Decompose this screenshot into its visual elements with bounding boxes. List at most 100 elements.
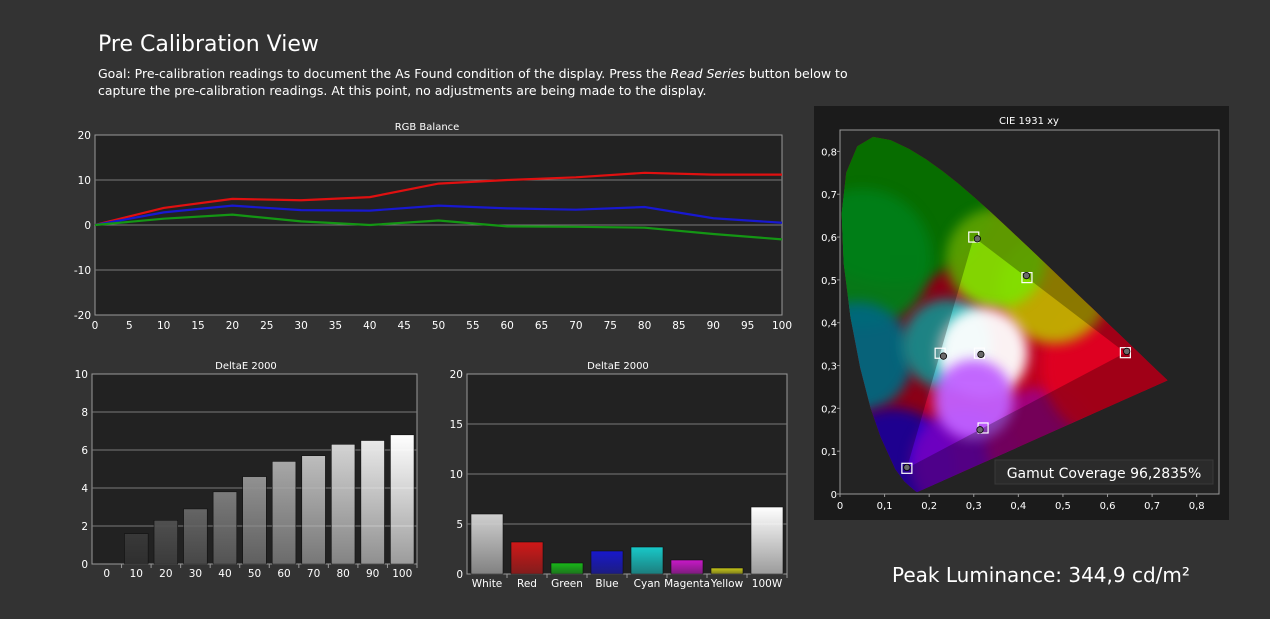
target-marker <box>973 347 986 359</box>
y-tick-label: 0,5 <box>821 276 837 287</box>
bar <box>590 550 624 575</box>
x-tick-label: 75 <box>604 320 617 332</box>
bar <box>750 506 784 575</box>
x-tick-label: 50 <box>248 568 261 580</box>
gamut-coverage-label: Gamut Coverage 96,2835% <box>1007 466 1202 482</box>
x-tick-label: 90 <box>366 568 379 580</box>
bar <box>124 533 149 565</box>
goal-text-emphasis: Read Series <box>670 66 745 81</box>
x-tick-label: 40 <box>363 320 376 332</box>
bar <box>183 508 208 565</box>
x-tick-label: 40 <box>218 568 231 580</box>
x-tick-label: 100W <box>752 578 783 590</box>
x-tick-label: 10 <box>130 568 143 580</box>
chart-title: DeltaE 2000 <box>215 361 277 372</box>
y-tick-label: 0 <box>456 569 463 581</box>
x-tick-label: 20 <box>159 568 172 580</box>
y-tick-label: 0,3 <box>821 362 837 373</box>
y-tick-label: 2 <box>81 521 88 533</box>
x-tick-label: 0 <box>103 568 110 580</box>
y-tick-label: 10 <box>450 469 463 481</box>
x-tick-label: 0,5 <box>1055 501 1071 512</box>
x-tick-label: 80 <box>336 568 349 580</box>
bar <box>630 546 664 575</box>
y-tick-label: -10 <box>74 265 91 277</box>
page-title: Pre Calibration View <box>98 32 319 57</box>
bar <box>301 455 326 565</box>
chart-title: RGB Balance <box>395 122 460 133</box>
y-tick-label: 4 <box>81 483 88 495</box>
x-tick-label: 100 <box>772 320 792 332</box>
bar <box>360 440 385 565</box>
measured-point <box>977 350 985 358</box>
chart-title: DeltaE 2000 <box>587 361 649 372</box>
bar <box>271 461 297 565</box>
measured-point <box>1123 347 1131 355</box>
x-tick-label: 35 <box>329 320 342 332</box>
x-tick-label: 5 <box>126 320 133 332</box>
measured-point <box>1022 272 1030 280</box>
y-tick-label: 10 <box>78 175 91 187</box>
y-tick-label: 5 <box>456 519 463 531</box>
series-line <box>94 171 782 227</box>
x-tick-label: 0 <box>837 501 843 512</box>
x-tick-label: 0,7 <box>1144 501 1160 512</box>
x-tick-label: 85 <box>672 320 685 332</box>
y-tick-label: 0 <box>831 490 837 501</box>
bar <box>670 559 704 575</box>
x-tick-label: 0,3 <box>966 501 982 512</box>
x-tick-label: 60 <box>277 568 290 580</box>
x-tick-label: 10 <box>157 320 170 332</box>
y-tick-label: 0,2 <box>821 404 837 415</box>
series-line <box>94 213 783 241</box>
x-tick-label: 60 <box>501 320 514 332</box>
y-tick-label: 0,6 <box>821 233 837 244</box>
x-tick-label: 70 <box>569 320 582 332</box>
x-tick-label: 50 <box>432 320 445 332</box>
rgb-balance-chart: RGB Balance -20 -10 0 10 20 0 5 10 15 20 25 30 35 40 4… <box>74 122 792 332</box>
bar <box>550 562 584 575</box>
x-tick-label: Blue <box>595 578 618 590</box>
x-tick-label: 0,1 <box>877 501 893 512</box>
x-tick-label: Magenta <box>664 578 710 590</box>
measured-point <box>976 426 984 434</box>
y-tick-label: 0 <box>81 559 88 571</box>
y-tick-label: 8 <box>81 407 88 419</box>
bar <box>331 444 356 565</box>
x-tick-label: 55 <box>466 320 479 332</box>
x-tick-label: 100 <box>392 568 412 580</box>
x-tick-label: 30 <box>294 320 307 332</box>
x-tick-label: Red <box>517 578 537 590</box>
y-tick-label: -20 <box>74 310 91 322</box>
x-tick-label: 0,8 <box>1189 501 1205 512</box>
goal-text-suffix: button below to capture the pre-calibrat… <box>98 66 848 98</box>
x-tick-label: 0 <box>92 320 99 332</box>
x-tick-label: 80 <box>638 320 651 332</box>
x-tick-label: 20 <box>226 320 239 332</box>
x-tick-label: 90 <box>707 320 720 332</box>
target-marker <box>901 462 913 474</box>
goal-text-prefix: Goal: Pre-calibration readings to docume… <box>98 66 671 81</box>
y-tick-label: 0,1 <box>821 447 837 458</box>
x-tick-label: 15 <box>191 320 204 332</box>
y-tick-label: 10 <box>75 369 88 381</box>
bar <box>212 491 238 565</box>
measured-point <box>903 463 911 472</box>
y-tick-label: 15 <box>450 419 463 431</box>
target-marker <box>1119 347 1131 359</box>
x-tick-label: 0,4 <box>1010 501 1026 512</box>
x-tick-label: 70 <box>307 568 320 580</box>
y-tick-label: 0,8 <box>821 147 837 158</box>
x-tick-label: 25 <box>260 320 273 332</box>
chart-title: CIE 1931 xy <box>999 116 1059 127</box>
y-tick-label: 20 <box>450 369 463 381</box>
bar <box>470 513 504 575</box>
deltae-colors-chart: DeltaE 2000 0 5 10 15 20 White Red Green Blue Cya… <box>450 361 788 590</box>
y-tick-label: 0 <box>84 220 91 232</box>
y-tick-label: 20 <box>78 130 91 142</box>
x-tick-label: Cyan <box>634 578 661 590</box>
bar <box>710 567 744 575</box>
x-tick-label: 30 <box>189 568 202 580</box>
y-tick-label: 6 <box>81 445 88 457</box>
